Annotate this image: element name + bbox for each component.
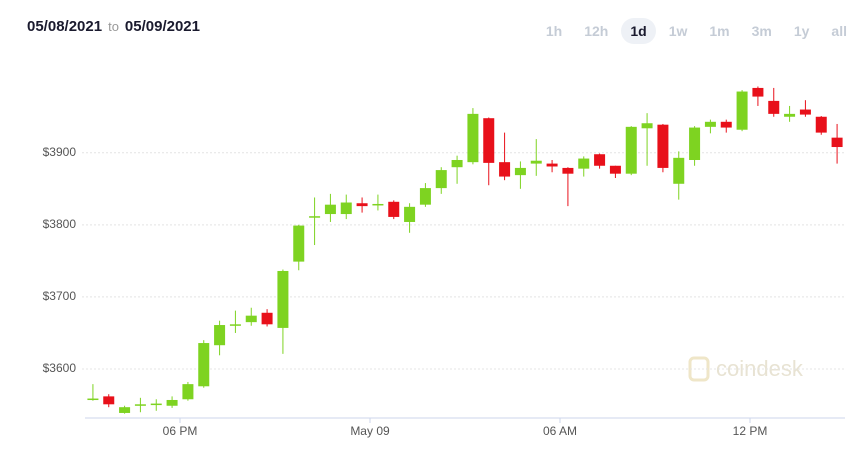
x-tick-label: May 09 — [350, 424, 390, 438]
candle-body — [356, 203, 368, 207]
candle-body — [404, 206, 416, 222]
candle-body — [625, 126, 637, 174]
candle-body — [134, 404, 146, 406]
candle-body — [119, 407, 131, 413]
candle-body — [689, 127, 701, 160]
candle-body — [372, 203, 384, 206]
x-tick-label: 06 AM — [543, 424, 577, 438]
candle-body — [87, 398, 99, 401]
range-button[interactable]: all — [831, 23, 847, 39]
candle-body — [198, 343, 210, 387]
date-from: 05/08/2021 — [27, 18, 103, 35]
candle-body — [815, 116, 827, 133]
watermark: coindesk — [716, 356, 804, 381]
candle-body — [277, 270, 289, 328]
candle-body — [419, 188, 431, 205]
range-button[interactable]: 1w — [668, 23, 688, 39]
range-button[interactable]: 3m — [751, 23, 772, 39]
x-tick-label: 12 PM — [733, 424, 768, 438]
candle-body — [752, 87, 764, 97]
date-range: 05/08/2021 to 05/09/2021 — [27, 18, 200, 35]
candle-body — [704, 121, 716, 127]
y-tick-label: $3600 — [43, 361, 77, 375]
candle-body — [150, 403, 162, 406]
candle-body — [562, 167, 574, 174]
candle-body — [324, 204, 336, 215]
candle-body — [340, 202, 352, 215]
candle-body — [451, 159, 463, 168]
candle-body — [594, 154, 606, 166]
candle-body — [261, 312, 273, 325]
candle-body — [245, 315, 257, 323]
candle-body — [831, 137, 843, 148]
candle-body — [483, 118, 495, 163]
y-tick-label: $3900 — [43, 145, 77, 159]
candle-body — [641, 123, 653, 129]
range-button[interactable]: 1h — [545, 23, 563, 39]
candle-body — [293, 225, 305, 262]
candle-body — [214, 325, 226, 346]
candle-body — [720, 121, 732, 128]
x-tick-label: 06 PM — [163, 424, 198, 438]
range-button[interactable]: 1y — [793, 23, 810, 39]
candle-body — [514, 167, 526, 176]
date-separator: to — [108, 19, 119, 34]
date-to: 05/09/2021 — [124, 18, 200, 35]
candle-body — [578, 158, 590, 169]
candle-body — [499, 162, 511, 177]
candle-body — [768, 100, 780, 114]
y-tick-label: $3800 — [43, 217, 77, 231]
y-tick-label: $3700 — [43, 289, 77, 303]
candle-body — [309, 216, 321, 218]
range-button[interactable]: 1m — [709, 23, 730, 39]
range-button[interactable]: 12h — [584, 23, 609, 39]
candle-body — [467, 113, 479, 163]
range-buttons: 1h 12h 1d 1w 1m 3m 1y all — [537, 18, 856, 44]
candle-body — [166, 399, 178, 406]
candle-body — [435, 170, 447, 189]
candle-body — [229, 324, 241, 326]
range-button[interactable]: 1d — [621, 18, 656, 44]
candle-body — [736, 91, 748, 130]
candle-body — [546, 163, 558, 167]
candle-body — [530, 160, 542, 164]
candle-body — [673, 157, 685, 184]
candle-body — [103, 396, 115, 405]
candle-body — [388, 201, 400, 217]
candle-body — [784, 113, 796, 117]
candle-body — [799, 109, 811, 115]
candle-body — [609, 165, 621, 174]
candle-body — [182, 384, 194, 400]
candle-body — [657, 124, 669, 168]
